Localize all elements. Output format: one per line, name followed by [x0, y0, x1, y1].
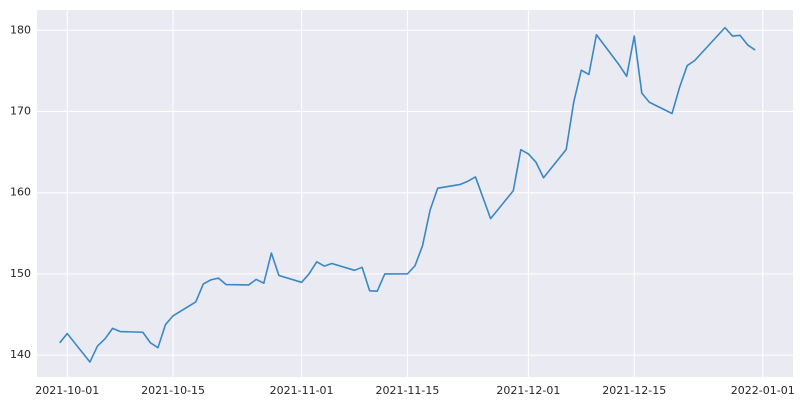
plot-area: [37, 10, 793, 377]
x-tick-label: 2021-11-15: [375, 384, 439, 397]
y-tick-label: 140: [10, 348, 31, 361]
x-tick-label: 2021-11-01: [270, 384, 334, 397]
y-tick-label: 160: [10, 186, 31, 199]
x-tick-label: 2021-10-15: [141, 384, 205, 397]
x-tick-label: 2021-10-01: [35, 384, 99, 397]
y-tick-label: 150: [10, 267, 31, 280]
line: [59, 26, 756, 363]
y-tick-label: 170: [10, 104, 31, 117]
y-tick-label: 180: [10, 23, 31, 36]
x-tick-label: 2021-12-01: [496, 384, 560, 397]
x-tick-label: 2022-01-01: [731, 384, 795, 397]
x-tick-label: 2021-12-15: [602, 384, 666, 397]
